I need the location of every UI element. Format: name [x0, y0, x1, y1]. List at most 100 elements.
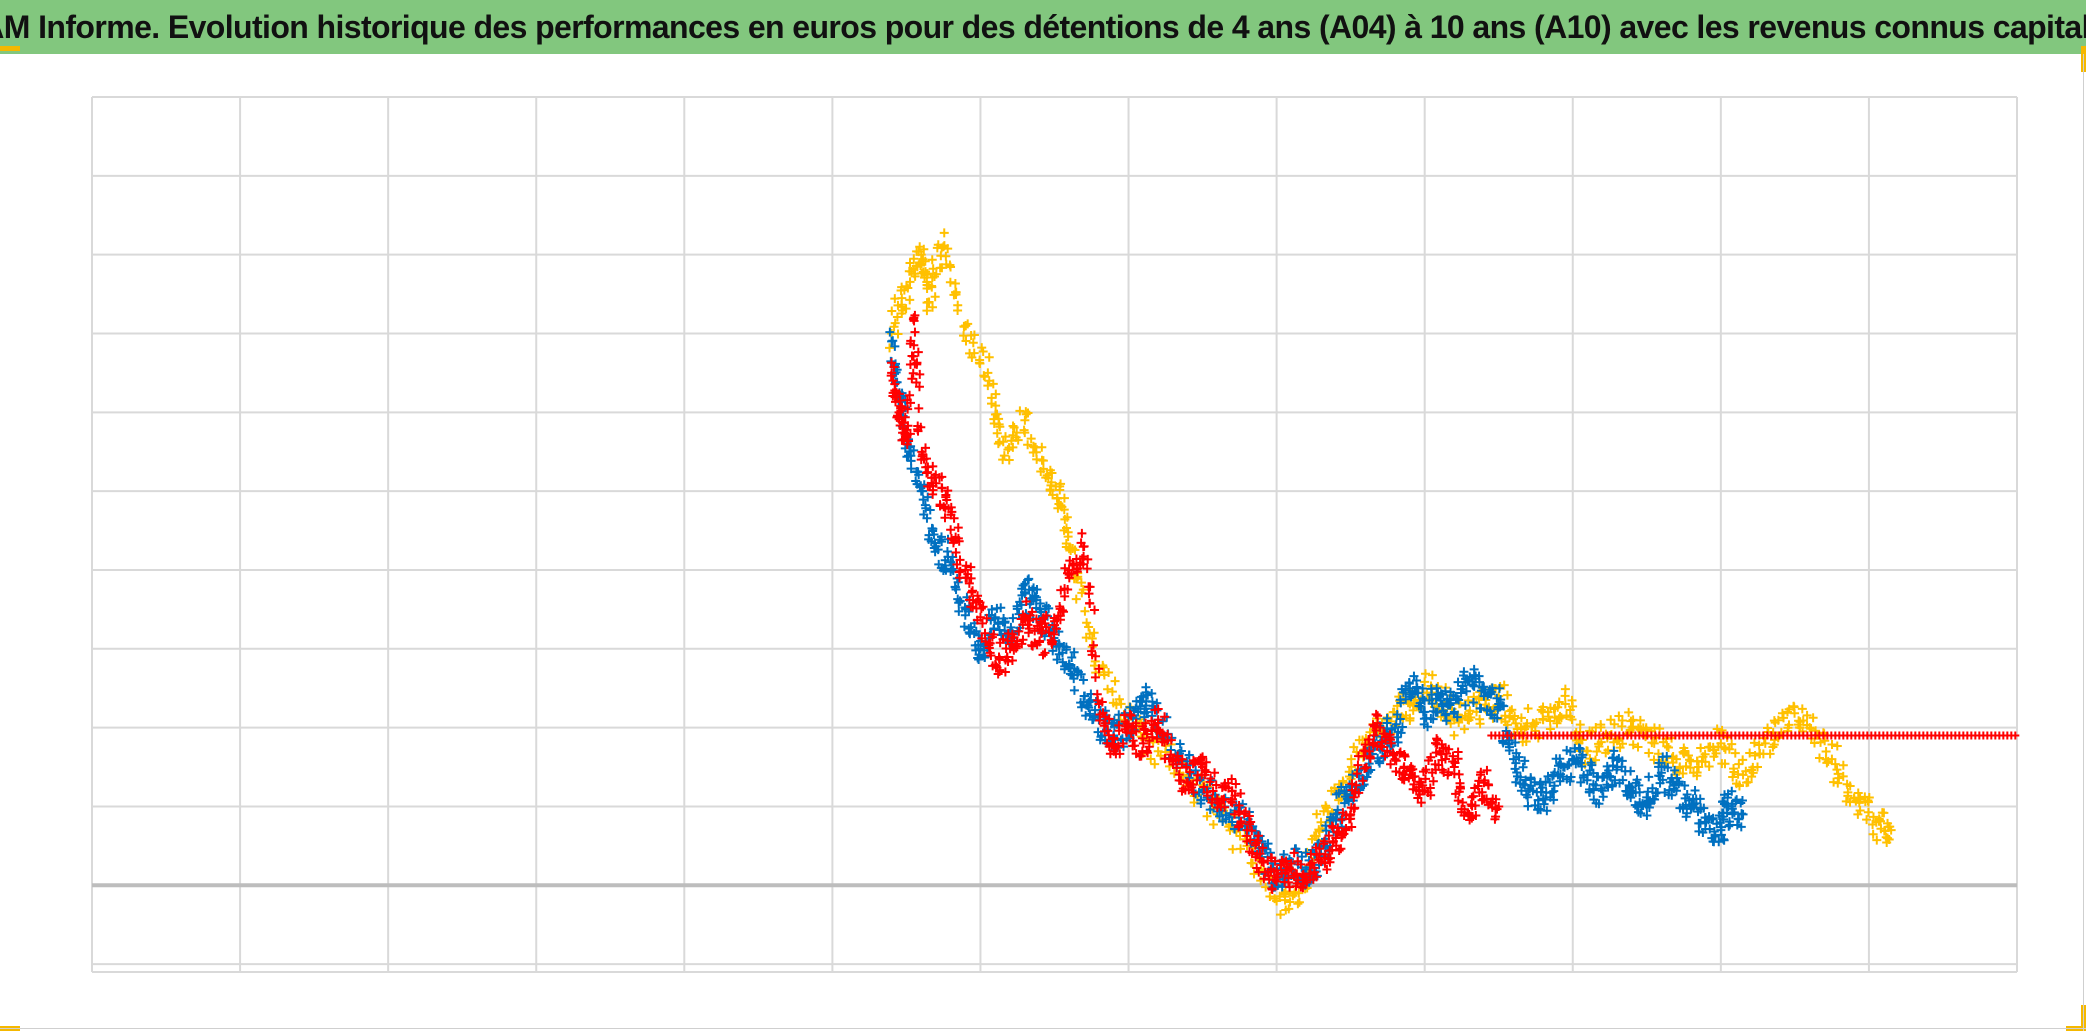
data-point: [1805, 723, 1815, 733]
data-point: [1718, 797, 1728, 807]
data-point: [886, 371, 896, 381]
data-point: [1730, 748, 1740, 758]
data-point: [1745, 748, 1755, 758]
data-point: [1709, 826, 1719, 836]
data-point: [1007, 656, 1017, 666]
data-point: [1421, 765, 1431, 775]
data-point: [1349, 792, 1359, 802]
data-point: [1227, 786, 1237, 796]
data-point: [1705, 824, 1715, 834]
data-point: [1272, 876, 1282, 886]
data-point: [1507, 705, 1517, 715]
data-point: [1408, 764, 1418, 774]
data-point: [1360, 740, 1370, 750]
data-point: [905, 277, 915, 287]
data-point: [1024, 574, 1034, 584]
data-point: [940, 513, 950, 523]
data-point: [1833, 778, 1843, 788]
data-point: [999, 451, 1009, 461]
data-point: [1514, 752, 1524, 762]
data-point: [1477, 787, 1487, 797]
data-point: [1189, 798, 1199, 808]
data-point: [1628, 740, 1638, 750]
data-point: [1560, 699, 1570, 709]
data-point: [916, 250, 926, 260]
data-point: [1044, 603, 1054, 613]
data-point: [1263, 839, 1273, 849]
data-point: [1549, 795, 1559, 805]
data-point: [1863, 796, 1873, 806]
data-point: [1382, 713, 1392, 723]
data-point: [1231, 779, 1241, 789]
data-point: [1094, 664, 1104, 674]
data-point: [1746, 765, 1756, 775]
data-point: [1322, 865, 1332, 875]
data-point: [974, 596, 984, 606]
data-point: [1412, 682, 1422, 692]
data-point: [1427, 670, 1437, 680]
data-point: [1035, 636, 1045, 646]
data-point: [1352, 769, 1362, 779]
data-point: [1655, 778, 1665, 788]
corner-handle-top-left[interactable]: [0, 46, 20, 66]
data-point: [1391, 719, 1401, 729]
data-point: [1838, 771, 1848, 781]
data-point: [1008, 442, 1018, 452]
data-point: [1734, 781, 1744, 791]
data-point: [1045, 465, 1055, 475]
data-point: [1553, 702, 1563, 712]
data-point: [1224, 822, 1234, 832]
data-point: [1030, 626, 1040, 636]
data-point: [1496, 695, 1506, 705]
data-point: [1019, 425, 1029, 435]
data-point: [1549, 781, 1559, 791]
data-point: [913, 426, 923, 436]
data-point: [1405, 716, 1415, 726]
data-point: [1009, 423, 1019, 433]
data-point: [1608, 780, 1618, 790]
data-point: [1008, 613, 1018, 623]
data-point: [1388, 750, 1398, 760]
data-point: [1822, 758, 1832, 768]
data-point: [1350, 803, 1360, 813]
data-point: [1071, 594, 1081, 604]
data-point: [991, 401, 1001, 411]
data-point: [910, 327, 920, 337]
data-point: [1845, 781, 1855, 791]
data-point: [1504, 735, 1514, 745]
data-point: [1485, 688, 1494, 698]
data-point: [1177, 754, 1187, 764]
data-point: [1700, 757, 1710, 767]
data-point: [928, 524, 938, 534]
data-point: [1671, 754, 1681, 764]
data-point: [1141, 718, 1151, 728]
data-point: [1198, 752, 1208, 762]
data-point: [1434, 760, 1444, 770]
data-point: [1084, 582, 1094, 592]
data-point: [1510, 711, 1520, 721]
data-point: [1743, 777, 1753, 787]
data-point: [1327, 821, 1337, 831]
data-point: [1334, 846, 1344, 856]
data-point: [1596, 722, 1606, 732]
data-point: [977, 343, 987, 353]
data-point: [1104, 667, 1114, 677]
data-point: [914, 382, 924, 392]
data-point: [905, 295, 915, 305]
data-point: [1853, 788, 1863, 798]
data-point: [1566, 772, 1576, 782]
data-point: [1116, 699, 1126, 709]
data-point: [1077, 528, 1087, 538]
data-point: [1545, 716, 1555, 726]
data-point: [1023, 440, 1033, 450]
data-point: [1518, 762, 1528, 772]
data-point: [1153, 718, 1163, 728]
data-point: [1428, 776, 1438, 786]
data-point: [911, 476, 921, 486]
data-point: [922, 468, 932, 478]
data-point: [1025, 610, 1035, 620]
data-point: [1872, 835, 1882, 845]
data-point: [1492, 713, 1502, 723]
data-point: [1483, 779, 1493, 789]
data-point: [1632, 775, 1642, 785]
